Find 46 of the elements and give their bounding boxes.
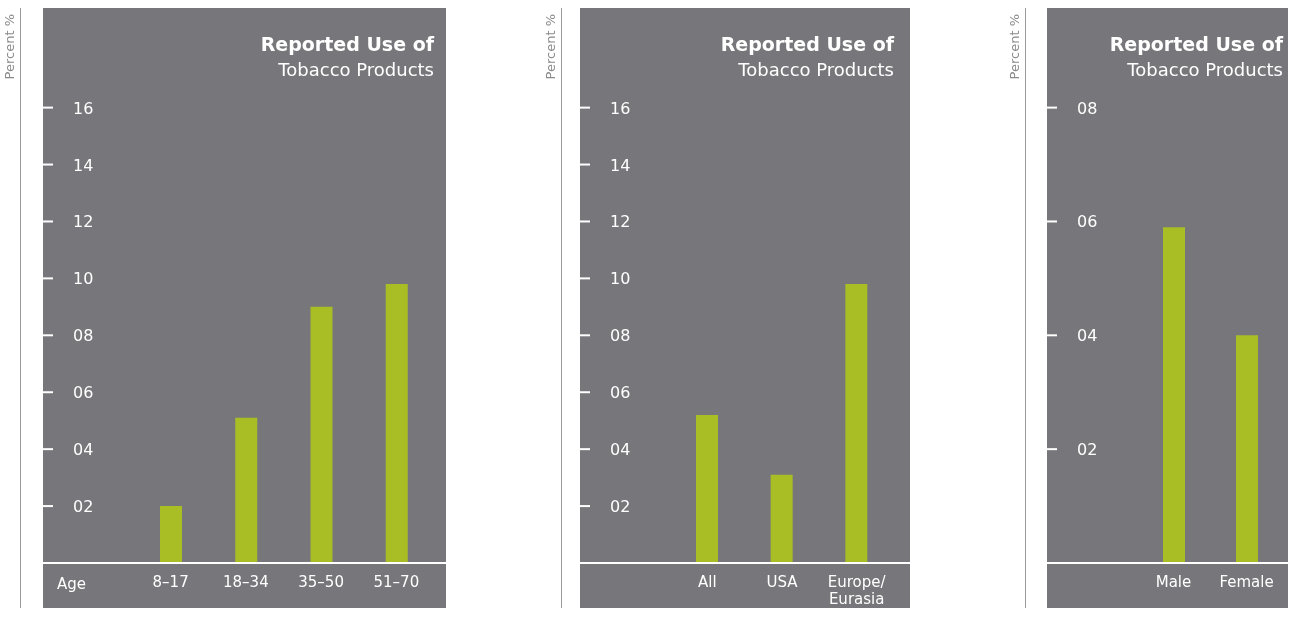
y-tick-label: 02: [73, 497, 94, 517]
y-tick-label: 02: [1077, 440, 1098, 460]
text: Tobacco Products: [277, 58, 434, 82]
y-tick-label: 16: [73, 98, 94, 118]
x-axis-title: Age: [57, 575, 87, 593]
y-tick-label: 14: [73, 155, 94, 175]
y-axis-title: Percent %: [2, 14, 17, 80]
y-axis-title: Percent %: [543, 14, 558, 80]
text: Reported Use of: [1109, 32, 1283, 57]
y-tick-label: 04: [610, 440, 631, 460]
y-tick-label: 12: [610, 212, 631, 232]
text: Reported Use of: [720, 32, 894, 57]
bar: [310, 306, 333, 563]
x-tick-label: 51–70: [373, 573, 420, 591]
y-tick-label: 08: [610, 326, 631, 346]
x-tick-label: All: [698, 573, 717, 591]
y-tick-label: 10: [73, 269, 94, 289]
y-tick-label: 08: [1077, 98, 1098, 118]
x-tick-label: Female: [1219, 573, 1274, 591]
bar: [770, 474, 793, 563]
y-tick-label: 02: [610, 497, 631, 517]
y-tick-label: 08: [73, 326, 94, 346]
bar: [160, 506, 182, 563]
bar: [696, 415, 718, 563]
x-tick-label: 18–34: [223, 573, 269, 591]
text: Reported Use of: [260, 32, 434, 57]
y-tick-label: 10: [610, 269, 631, 289]
x-tick-label: 35–50: [298, 573, 344, 591]
y-tick-label: 06: [73, 383, 94, 403]
y-tick-label: 06: [1077, 212, 1098, 232]
x-tick-label: USA: [766, 573, 799, 591]
y-axis-title: Percent %: [1007, 14, 1022, 80]
bar: [845, 284, 868, 563]
y-tick-label: 14: [610, 155, 631, 175]
x-tick-label: Europe/Eurasia: [827, 573, 887, 608]
y-tick-label: 16: [610, 98, 631, 118]
y-tick-label: 06: [610, 383, 631, 403]
y-tick-label: 12: [73, 212, 94, 232]
x-tick-label: 8–17: [152, 573, 189, 591]
y-tick-label: 04: [73, 440, 94, 460]
bar: [385, 284, 408, 563]
text: Tobacco Products: [1126, 58, 1283, 82]
y-tick-label: 04: [1077, 326, 1098, 346]
bar: [235, 417, 258, 563]
x-tick-label: Male: [1155, 573, 1192, 591]
text: Tobacco Products: [737, 58, 894, 82]
